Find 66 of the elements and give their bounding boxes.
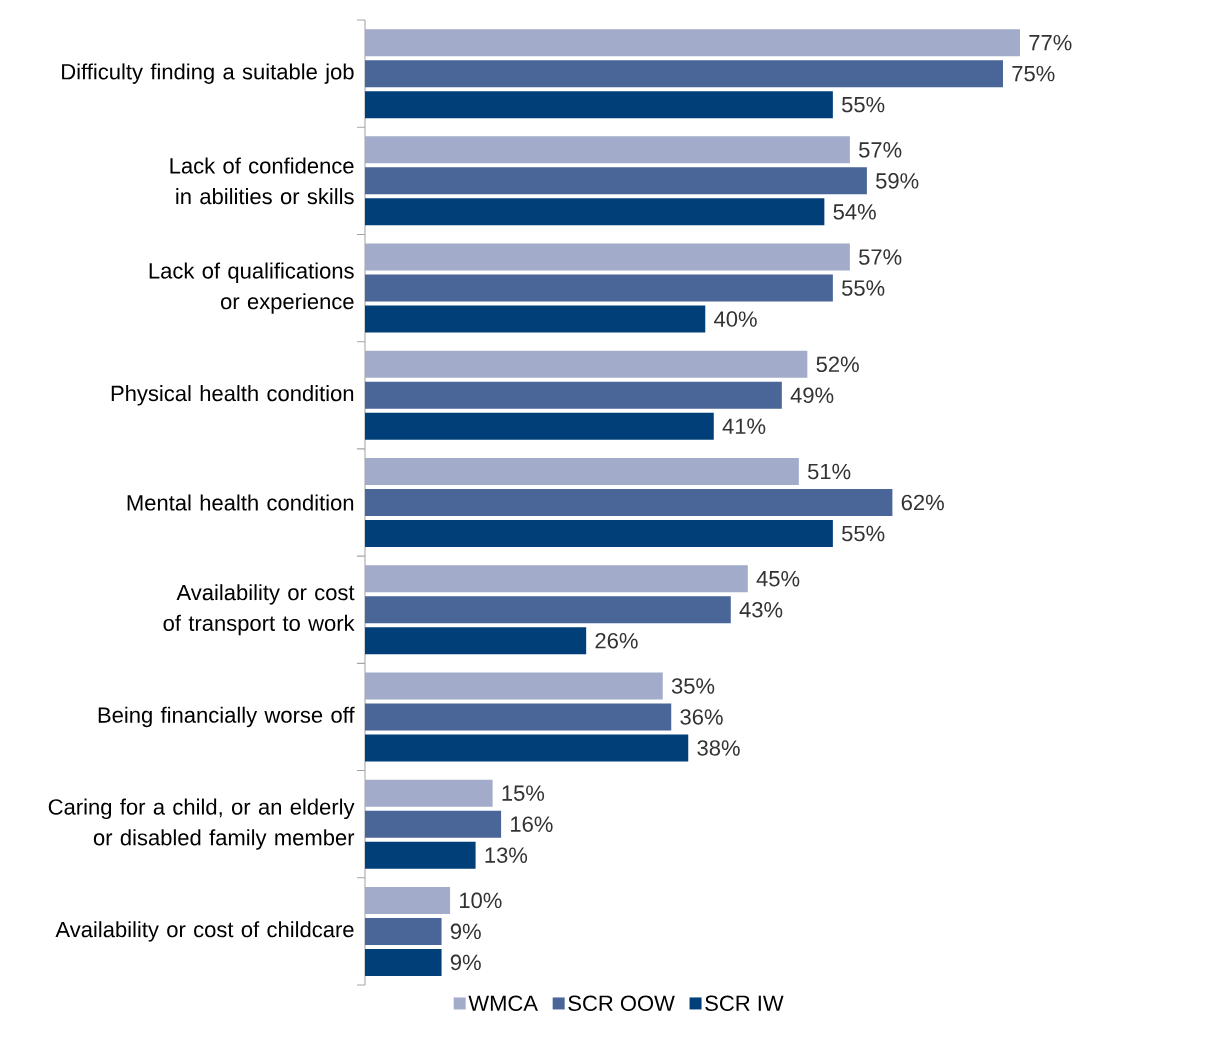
data-label: 57%	[859, 142, 902, 158]
data-label: 15%	[502, 785, 545, 801]
bar	[365, 565, 748, 593]
data-label: 62%	[901, 494, 944, 511]
bar	[365, 489, 893, 517]
data-label: 57%	[859, 249, 902, 265]
y-tick-label: Mental health condition	[127, 494, 354, 511]
data-label: 43%	[739, 601, 783, 618]
bar	[365, 274, 833, 302]
bar	[365, 243, 850, 271]
data-label: 55%	[842, 525, 885, 542]
bar	[365, 412, 714, 440]
legend-label: WMCA	[468, 995, 538, 1012]
y-tick-label: Difficulty finding a suitable job	[62, 63, 354, 84]
data-label: 26%	[595, 632, 638, 649]
bar	[365, 350, 808, 378]
y-tick-label: Being financially worse off	[98, 706, 355, 728]
legend-label: SCR OOW	[568, 995, 675, 1012]
bar	[365, 60, 1003, 88]
data-label: 16%	[511, 816, 553, 832]
data-label: 54%	[833, 204, 876, 220]
bar	[365, 29, 1021, 57]
data-label: 59%	[876, 173, 919, 189]
bar	[365, 167, 867, 195]
y-tick-label: Availability or cost of childcare	[55, 921, 354, 942]
bar	[365, 627, 587, 655]
data-label: 9%	[450, 954, 481, 971]
data-label: 45%	[756, 571, 800, 587]
y-tick-label: Availability or cost of transport to work	[163, 584, 355, 636]
bar	[365, 810, 502, 838]
data-label: 41%	[722, 418, 766, 434]
data-label: 49%	[790, 387, 834, 404]
bar	[365, 917, 442, 945]
bar	[365, 305, 706, 333]
bar	[365, 91, 833, 119]
data-label: 38%	[697, 740, 740, 756]
legend-label: SCR IW	[705, 995, 784, 1012]
bar	[365, 734, 689, 762]
bar	[365, 596, 731, 624]
bar	[365, 458, 799, 486]
bar	[365, 672, 663, 700]
data-label: 75%	[1012, 65, 1055, 82]
data-label: 35%	[671, 678, 715, 694]
data-label: 40%	[714, 311, 757, 327]
data-label: 36%	[680, 709, 723, 725]
data-label: 51%	[807, 463, 851, 480]
y-tick-label: Physical health condition	[111, 385, 354, 406]
data-label: 13%	[485, 847, 528, 863]
bar	[365, 381, 782, 409]
data-label: 9%	[450, 923, 481, 940]
bar	[365, 136, 850, 164]
bar	[365, 948, 442, 976]
bar	[365, 886, 451, 914]
y-tick-label: Lack of confidence in abilities or skills	[170, 157, 354, 205]
bar	[365, 779, 493, 807]
bar	[365, 841, 476, 869]
y-tick-label: Lack of qualifications or experience	[149, 262, 354, 314]
y-tick-label: Caring for a child, or an elderly or disabled family member	[48, 798, 355, 850]
bar	[365, 703, 672, 731]
bar	[365, 520, 833, 548]
data-label: 10%	[460, 892, 502, 909]
bar	[365, 198, 825, 226]
data-label: 55%	[842, 280, 885, 296]
data-label: 55%	[842, 96, 885, 113]
data-label: 52%	[816, 356, 859, 373]
data-label: 77%	[1029, 34, 1072, 51]
